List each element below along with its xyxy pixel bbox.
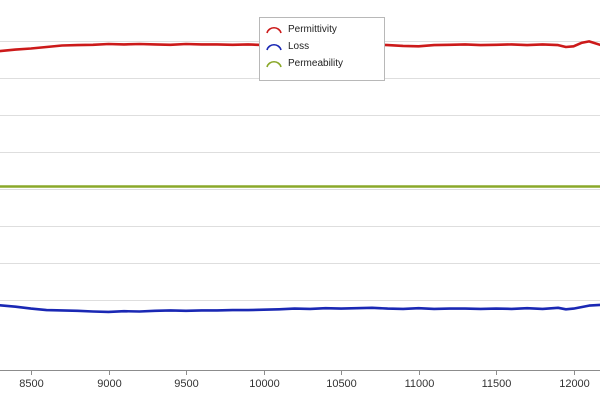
legend-label-permeability: Permeability [288,58,344,69]
legend-item-loss[interactable]: Loss [266,38,378,55]
grid-lines [0,41,600,301]
legend[interactable]: Permittivity Loss Permeability [259,17,385,81]
x-tick-label: 11500 [482,378,512,390]
x-tick-label: 11000 [405,378,435,390]
x-tick-label: 10000 [249,378,280,390]
series-line-loss[interactable] [0,303,600,314]
x-axis: 8500 9000 9500 10000 10500 11000 11500 12000 [0,370,600,390]
legend-label-loss: Loss [288,41,310,52]
x-tick-label: 9500 [174,378,198,390]
swatch-path [266,26,282,33]
x-tick-label: 10500 [326,378,357,390]
swatch-path [266,60,282,67]
x-tick-label: 12000 [559,378,590,390]
legend-item-permittivity[interactable]: Permittivity [266,21,378,38]
swatch-path [266,43,282,50]
series-swatch-icon [266,43,282,50]
legend-item-permeability[interactable]: Permeability [266,55,378,72]
series-swatch-icon [266,26,282,33]
series-lines [0,40,600,314]
x-tick-label: 9000 [97,378,121,390]
x-tick-label: 8500 [19,378,43,390]
legend-label-permittivity: Permittivity [288,24,337,35]
series-swatch-icon [266,60,282,67]
